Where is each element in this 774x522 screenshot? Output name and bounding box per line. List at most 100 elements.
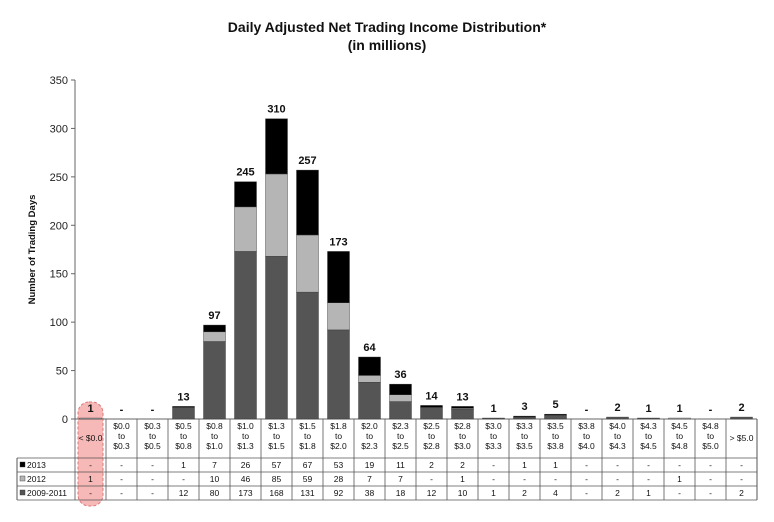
bar-segment (389, 383, 412, 395)
bar-segment (358, 375, 381, 383)
x-category-label: to (242, 431, 249, 441)
bar-segment (451, 409, 474, 420)
chart-subtitle: (in millions) (347, 37, 427, 53)
table-cell: - (678, 460, 681, 470)
bar-segment (296, 169, 319, 236)
x-category-label: $2.5 (392, 441, 409, 451)
x-category-label: $1.0 (206, 441, 223, 451)
bar-total-label: 245 (236, 167, 254, 179)
bar-total-label: 1 (645, 403, 651, 415)
highlight-oval (77, 401, 104, 507)
bar-segment (544, 414, 567, 420)
x-category-label: $3.0 (485, 421, 502, 431)
bar-segment (172, 407, 195, 420)
table-cell: - (647, 460, 650, 470)
table-cell: 57 (272, 460, 282, 470)
x-category-label: $4.3 (640, 421, 657, 431)
table-cell: 28 (334, 474, 344, 484)
x-category-label: $2.3 (392, 421, 409, 431)
table-cell: 46 (241, 474, 251, 484)
bar-total-label: 310 (267, 104, 285, 116)
table-cell: 2 (460, 460, 465, 470)
bar-total-label: 1 (87, 403, 93, 415)
bar-segment (420, 405, 443, 408)
table-cell: - (430, 474, 433, 484)
table-cell: - (740, 474, 743, 484)
table-cell: 85 (272, 474, 282, 484)
x-category-label: $0.8 (175, 441, 192, 451)
bar-total-label: 64 (363, 342, 376, 354)
x-category-label: $0.5 (144, 441, 161, 451)
y-tick-label: 350 (50, 75, 68, 87)
table-cell: - (616, 460, 619, 470)
table-cell: - (678, 488, 681, 498)
x-category-label: to (459, 431, 466, 441)
table-cell: 2 (522, 488, 527, 498)
legend-swatch (19, 489, 26, 496)
x-category-label: to (304, 431, 311, 441)
table-cell: - (492, 460, 495, 470)
bar-segment (203, 341, 226, 420)
bar-segment (327, 302, 350, 331)
x-category-label: $2.0 (361, 421, 378, 431)
x-category-label: to (645, 431, 652, 441)
bar-total-label: 36 (394, 369, 406, 381)
x-category-label: $1.3 (237, 441, 254, 451)
table-cell: 11 (396, 460, 405, 470)
table-cell: 53 (334, 460, 344, 470)
table-cell: 59 (303, 474, 313, 484)
bar-segment (544, 413, 567, 416)
table-cell: - (151, 474, 154, 484)
table-cell: - (151, 460, 154, 470)
table-cell: 1 (181, 460, 186, 470)
table-cell: - (585, 460, 588, 470)
bar-segment (513, 416, 536, 420)
bar-total-label: 13 (177, 391, 189, 403)
x-category-label: $2.8 (423, 441, 440, 451)
table-cell: - (647, 474, 650, 484)
x-category-label: to (521, 431, 528, 441)
table-cell: 19 (365, 460, 375, 470)
table-cell: 1 (522, 460, 527, 470)
table-cell: 92 (334, 488, 344, 498)
table-cell: 168 (269, 488, 283, 498)
table-cell: 131 (300, 488, 314, 498)
bar-total-label: 3 (521, 401, 527, 413)
bar-segment (79, 417, 102, 420)
table-cell: 1 (491, 488, 496, 498)
table-cell: - (151, 488, 154, 498)
y-tick-label: 150 (50, 269, 68, 281)
bar-segment (730, 416, 753, 420)
bar-total-label: 14 (425, 390, 438, 402)
x-category-label: $0.3 (113, 441, 130, 451)
x-category-label: to (583, 431, 590, 441)
table-cell: - (120, 460, 123, 470)
bar-segment (265, 173, 288, 257)
table-cell: - (120, 488, 123, 498)
x-category-label: to (149, 431, 156, 441)
table-cell: 10 (458, 488, 468, 498)
table-cell: 1 (553, 460, 558, 470)
x-category-label: to (180, 431, 187, 441)
table-cell: - (616, 474, 619, 484)
table-cell: - (89, 488, 92, 498)
table-cell: 38 (365, 488, 375, 498)
x-category-label: $2.5 (423, 421, 440, 431)
table-cell: 7 (212, 460, 217, 470)
bar-segment (265, 256, 288, 420)
x-category-label: to (273, 431, 280, 441)
x-category-label: $4.8 (671, 441, 688, 451)
x-category-label: to (335, 431, 342, 441)
x-category-label: $4.0 (609, 421, 626, 431)
y-tick-label: 50 (56, 366, 68, 378)
y-tick-label: 100 (50, 317, 68, 329)
bar-segment (606, 416, 629, 420)
bar-segment (420, 407, 443, 420)
table-cell: 10 (210, 474, 220, 484)
table-cell: 7 (367, 474, 372, 484)
bar-segment (203, 331, 226, 342)
y-tick-label: 300 (50, 123, 68, 135)
table-cell: - (585, 474, 588, 484)
bar-segment (234, 251, 257, 420)
x-category-label: to (211, 431, 218, 441)
